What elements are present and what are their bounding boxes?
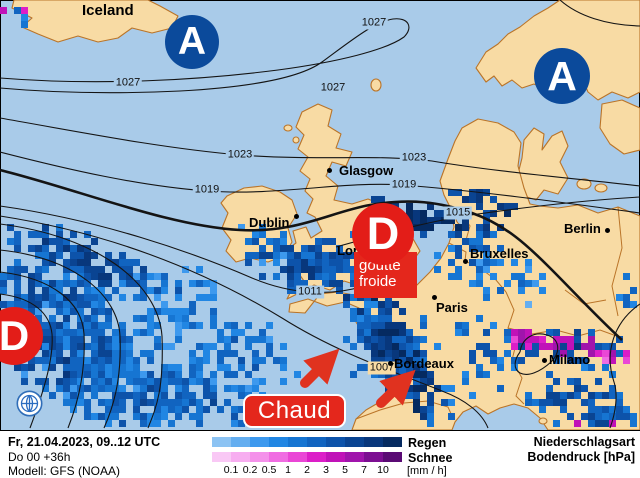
pressure-center-high-a0: A (165, 15, 219, 69)
legend-tick-0.2: 0.2 (242, 464, 258, 476)
isobar-label-1019: 1019 (192, 183, 222, 197)
legend-pressure-label: Bodendruck [hPa] (527, 450, 635, 464)
warm-air-arrow-2 (376, 369, 416, 408)
rain-seg-1 (231, 437, 250, 447)
snow-seg-3 (269, 452, 288, 462)
isobar-label-1015: 1015 (443, 206, 473, 220)
legend-tick-10: 10 (377, 464, 389, 476)
legend-rain-label: Regen (408, 436, 447, 450)
legend-tick-0.1: 0.1 (223, 464, 239, 476)
city-label-bruxelles: Bruxelles (470, 246, 529, 261)
land-sweden-south (599, 99, 640, 155)
rain-seg-0 (212, 437, 231, 447)
city-label-paris: Paris (436, 300, 468, 315)
weather-map (0, 0, 640, 430)
rain-seg-6 (326, 437, 345, 447)
rain-seg-9 (383, 437, 402, 447)
isobar-label-1027: 1027 (113, 76, 143, 90)
city-dot-paris (432, 295, 437, 300)
snow-seg-9 (383, 452, 402, 462)
legend-tick-1: 1 (285, 464, 291, 476)
legend-tick-7: 7 (361, 464, 367, 476)
isobar-label-1027: 1027 (359, 16, 389, 30)
city-label-dublin: Dublin (249, 215, 290, 230)
rain-seg-7 (345, 437, 364, 447)
snow-seg-2 (250, 452, 269, 462)
isobar-label-1019: 1019 (389, 178, 419, 192)
pressure-center-low-d2: D (352, 203, 414, 265)
legend-type-label: Niederschlagsart (533, 435, 635, 449)
city-dot-berlin (605, 228, 610, 233)
snow-seg-8 (364, 452, 383, 462)
rain-seg-8 (364, 437, 383, 447)
isobar-label-1023: 1023 (225, 148, 255, 162)
snow-seg-7 (345, 452, 364, 462)
legend-snow-label: Schnee (408, 451, 453, 465)
snow-seg-1 (231, 452, 250, 462)
warm-air-arrow-1 (300, 348, 340, 388)
rain-seg-4 (288, 437, 307, 447)
wetter3-logo-icon (16, 390, 43, 417)
footer-run: Do 00 +36h (8, 450, 71, 464)
city-label-milano: Milano (549, 352, 591, 367)
legend-tick-0.5: 0.5 (261, 464, 277, 476)
isobar-label-1011: 1011 (296, 285, 324, 299)
rain-seg-5 (307, 437, 326, 447)
isobar-label-1027: 1027 (318, 81, 348, 95)
footer-bar: Fr, 21.04.2023, 09..12 UTC Do 00 +36h Mo… (0, 430, 640, 478)
city-label-berlin: Berlin (564, 221, 601, 236)
legend-tick-5: 5 (342, 464, 348, 476)
city-dot-bruxelles (463, 259, 468, 264)
snow-seg-4 (288, 452, 307, 462)
isobar-label-1023: 1023 (399, 151, 429, 165)
city-dot-milano (542, 358, 547, 363)
region-label-iceland: Iceland (82, 2, 134, 19)
footer-model: Modell: GFS (NOAA) (8, 464, 121, 478)
precipitation-pixels (0, 7, 637, 427)
rain-seg-3 (269, 437, 288, 447)
city-label-bordeaux: Bordeaux (394, 356, 454, 371)
legend-tick-3: 3 (323, 464, 329, 476)
warm-annotation: Chaud (243, 394, 346, 428)
land-denmark (517, 127, 569, 201)
snow-seg-0 (212, 452, 231, 462)
city-dot-bordeaux (388, 361, 393, 366)
isobar-bold (0, 168, 623, 341)
snow-seg-6 (326, 452, 345, 462)
legend-tick-2: 2 (304, 464, 310, 476)
city-dot-glasgow (327, 168, 332, 173)
warm-air-arrows (300, 348, 416, 408)
pressure-center-low-d3: D (0, 307, 43, 365)
legend-unit-label: [mm / h] (407, 465, 447, 477)
legend-rain-colorbar (212, 437, 402, 447)
city-label-glasgow: Glasgow (339, 163, 394, 178)
pressure-center-high-a1: A (534, 48, 590, 104)
city-dot-dublin (294, 214, 299, 219)
snow-seg-5 (307, 452, 326, 462)
footer-datetime: Fr, 21.04.2023, 09..12 UTC (8, 435, 161, 449)
legend-snow-colorbar (212, 452, 402, 462)
rain-seg-2 (250, 437, 269, 447)
